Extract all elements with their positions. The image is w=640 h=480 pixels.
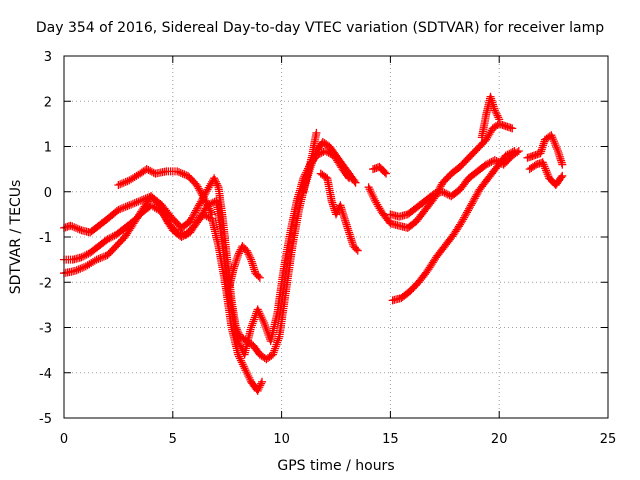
series-track-k <box>477 92 504 142</box>
y-tick-label: -1 <box>39 231 52 246</box>
y-tick-label: 1 <box>44 141 52 156</box>
x-tick-label: 5 <box>169 432 177 447</box>
data-point-markers <box>386 147 523 221</box>
data-point-markers <box>369 162 391 178</box>
y-tick-label: -5 <box>39 412 52 427</box>
series-track-j <box>386 147 523 221</box>
x-axis-label: GPS time / hours <box>277 458 394 474</box>
series-track-i <box>364 119 517 232</box>
series-track-m <box>523 131 567 169</box>
series-track-e <box>225 242 264 291</box>
data-point-markers <box>114 165 216 219</box>
x-tick-label: 0 <box>60 432 68 447</box>
series-track-f <box>299 138 360 196</box>
y-tick-label: -3 <box>39 322 52 337</box>
y-tick-label: -2 <box>39 276 52 291</box>
x-tick-label: 20 <box>491 432 508 447</box>
y-tick-label: -4 <box>39 367 52 382</box>
x-tick-label: 10 <box>273 432 290 447</box>
data-point-markers <box>299 138 360 196</box>
series-track-g <box>316 169 362 255</box>
y-tick-label: 2 <box>44 95 52 110</box>
data-point-markers <box>225 242 264 291</box>
series-track-d <box>114 165 216 219</box>
y-tick-label: 0 <box>44 186 52 201</box>
y-axis-label: SDTVAR / TECUs <box>8 180 24 295</box>
x-tick-label: 15 <box>382 432 399 447</box>
data-point-markers <box>316 169 362 255</box>
series-track-l <box>388 147 519 305</box>
data-point-markers <box>388 147 519 305</box>
data-point-markers <box>525 158 567 189</box>
y-tick-label: 3 <box>44 50 52 65</box>
data-point-markers <box>523 131 567 169</box>
data-point-markers <box>364 119 517 232</box>
series-track-n <box>525 158 567 189</box>
chart-title: Day 354 of 2016, Sidereal Day-to-day VTE… <box>36 20 604 36</box>
axis-ticks: 0 5 10 15 20 25 -5 -4 -3 -2 -1 0 1 2 3 <box>39 50 616 447</box>
data-point-markers <box>477 92 504 142</box>
series-track-h <box>369 162 391 178</box>
x-tick-label: 25 <box>600 432 617 447</box>
